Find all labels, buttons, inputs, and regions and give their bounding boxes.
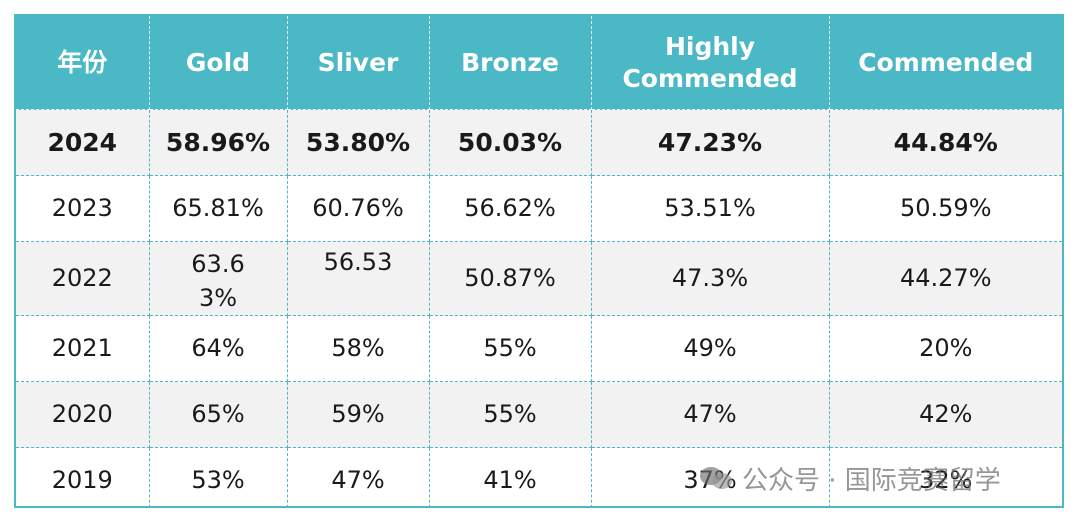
header-highly-line2: Commended <box>622 63 798 93</box>
cell-year: 2019 <box>16 447 150 506</box>
header-silver: Sliver <box>287 16 430 110</box>
cell-commended: 44.84% <box>829 109 1062 176</box>
cell-bronze: 50.03% <box>429 109 592 176</box>
cell-commended: 50.59% <box>829 175 1062 242</box>
cell-bronze: 50.87% <box>429 241 592 317</box>
cell-bronze: 41% <box>429 447 592 506</box>
cell-highly-commended: 47% <box>591 381 830 449</box>
header-year: 年份 <box>16 16 150 110</box>
cell-bronze: 56.62% <box>429 175 592 242</box>
table-row: 2022 63.63% 56.53 50.87% 47.3% 44.27% <box>16 241 1062 317</box>
header-highly-commended: Highly Commended <box>591 16 830 110</box>
cell-bronze: 55% <box>429 315 592 383</box>
cell-year: 2021 <box>16 315 150 383</box>
wechat-watermark: 公众号 · 国际竞赛留学 <box>700 458 1001 498</box>
header-bronze: Bronze <box>429 16 592 110</box>
cell-year: 2022 <box>16 241 150 317</box>
cell-bronze: 55% <box>429 381 592 449</box>
header-commended: Commended <box>829 16 1062 110</box>
cell-silver: 56.53 <box>287 241 430 317</box>
table-row: 2024 58.96% 53.80% 50.03% 47.23% 44.84% <box>16 109 1062 176</box>
cell-silver: 53.80% <box>287 109 430 176</box>
cell-commended: 42% <box>829 381 1062 449</box>
table-header-row: 年份 Gold Sliver Bronze Highly Commended C… <box>16 16 1062 110</box>
cell-highly-commended: 47.23% <box>591 109 830 176</box>
cell-gold: 65% <box>149 381 288 449</box>
cell-silver: 60.76% <box>287 175 430 242</box>
cell-commended: 32% <box>919 466 973 495</box>
cell-gold: 64% <box>149 315 288 383</box>
cell-year: 2020 <box>16 381 150 449</box>
cell-highly-commended: 49% <box>591 315 830 383</box>
cell-gold-value: 63.63% <box>191 250 245 312</box>
cell-highly-commended: 47.3% <box>591 241 830 317</box>
cell-silver: 47% <box>287 447 430 506</box>
cell-year: 2023 <box>16 175 150 242</box>
header-gold: Gold <box>149 16 288 110</box>
cell-gold: 58.96% <box>149 109 288 176</box>
cell-highly-commended: 53.51% <box>591 175 830 242</box>
cell-commended: 20% <box>829 315 1062 383</box>
header-highly-line1: Highly <box>664 32 756 62</box>
wechat-bubbles-icon <box>700 463 734 493</box>
cell-gold: 63.63% <box>149 241 288 317</box>
table-row: 2023 65.81% 60.76% 56.62% 53.51% 50.59% <box>16 175 1062 242</box>
cell-silver: 58% <box>287 315 430 383</box>
table-row: 2021 64% 58% 55% 49% 20% <box>16 315 1062 383</box>
results-table-container: 年份 Gold Sliver Bronze Highly Commended C… <box>14 14 1064 508</box>
cell-year: 2024 <box>16 109 150 176</box>
table-row: 2020 65% 59% 55% 47% 42% <box>16 381 1062 449</box>
watermark-text: 公众号 · 国际竞赛留学 <box>742 465 1001 496</box>
cell-gold: 65.81% <box>149 175 288 242</box>
cell-commended: 44.27% <box>829 241 1062 317</box>
table-row: 2019 53% 47% 41% 37% 32% <box>16 447 1062 506</box>
cell-silver: 59% <box>287 381 430 449</box>
cell-gold: 53% <box>149 447 288 506</box>
award-percentile-table: 年份 Gold Sliver Bronze Highly Commended C… <box>16 16 1062 506</box>
